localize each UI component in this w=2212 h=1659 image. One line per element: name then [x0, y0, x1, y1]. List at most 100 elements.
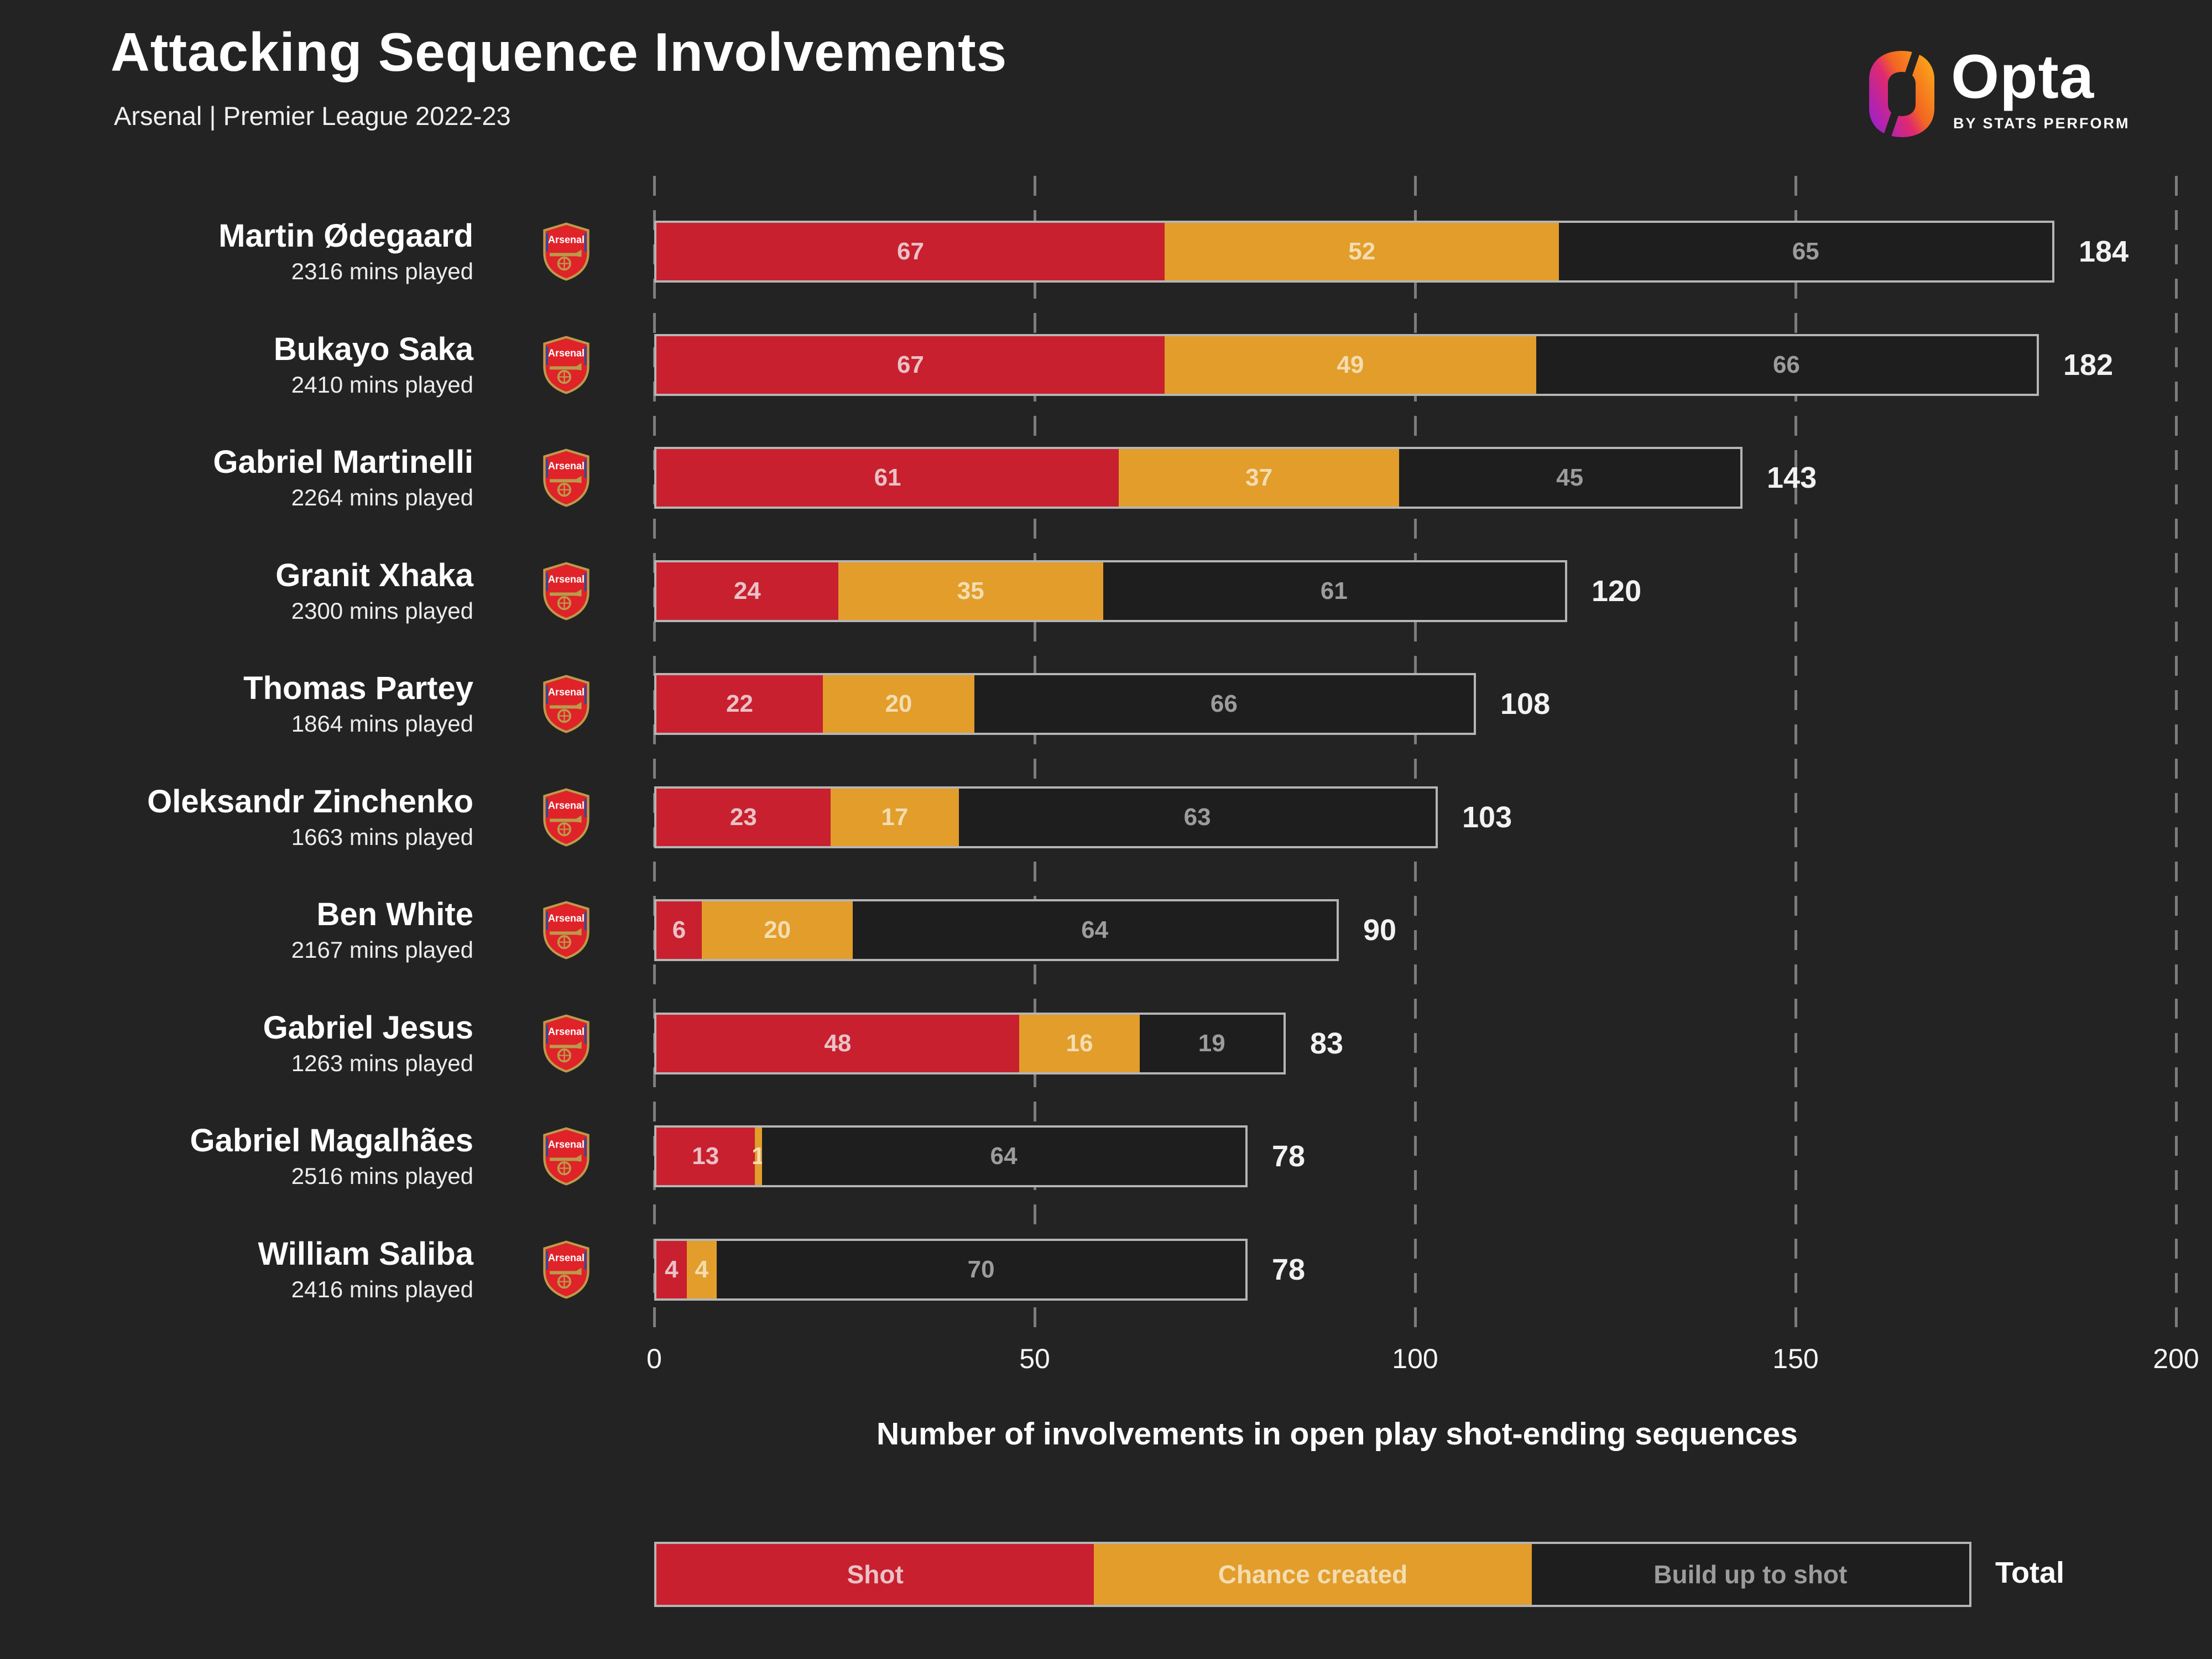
chance-created-segment: 37 — [1119, 449, 1400, 507]
opta-byline: BY STATS PERFORM — [1953, 115, 2130, 132]
stacked-bar: 4 4 70 — [654, 1239, 1248, 1301]
arsenal-crest-icon: Arsenal — [543, 1240, 589, 1299]
opta-mark-icon — [1869, 51, 1934, 137]
shot-value: 4 — [665, 1256, 679, 1283]
shot-value: 23 — [729, 804, 757, 831]
chance-created-value: 20 — [764, 916, 791, 943]
arsenal-crest-icon: Arsenal — [543, 562, 589, 620]
svg-text:Arsenal: Arsenal — [548, 912, 585, 924]
build-up-value: 61 — [1320, 577, 1348, 604]
player-minutes: 1263 mins played — [291, 1050, 473, 1077]
svg-text:Arsenal: Arsenal — [548, 1252, 585, 1263]
shot-value: 67 — [896, 351, 924, 378]
player-row: Gabriel Martinelli 2264 mins played Arse… — [0, 421, 2212, 534]
build-up-segment: 64 — [853, 901, 1337, 959]
svg-text:Arsenal: Arsenal — [548, 347, 585, 358]
build-up-value: 66 — [1210, 690, 1238, 717]
chance-created-value: 52 — [1348, 238, 1376, 265]
shot-value: 48 — [824, 1030, 852, 1057]
chance-created-value: 49 — [1337, 351, 1364, 378]
x-tick-50: 50 — [1019, 1343, 1050, 1374]
total-value: 108 — [1500, 687, 1551, 721]
player-name: Gabriel Magalhães — [190, 1122, 473, 1159]
chance-created-segment: 1 — [752, 1128, 765, 1185]
build-up-segment: 64 — [762, 1128, 1245, 1185]
total-value: 83 — [1310, 1027, 1344, 1060]
gridline-150 — [1794, 176, 1797, 1327]
player-minutes: 1864 mins played — [291, 711, 473, 737]
gridline-50 — [1034, 176, 1036, 1327]
total-value: 103 — [1462, 801, 1512, 834]
shot-segment: 67 — [656, 336, 1165, 394]
stacked-bar: 48 16 19 — [654, 1013, 1286, 1074]
chance-created-value: 4 — [695, 1256, 709, 1283]
build-up-value: 19 — [1198, 1030, 1225, 1057]
player-row: Oleksandr Zinchenko 1663 mins played Ars… — [0, 761, 2212, 874]
total-value: 78 — [1272, 1253, 1306, 1286]
player-name: Bukayo Saka — [273, 331, 473, 367]
shot-value: 22 — [726, 690, 753, 717]
player-row: Ben White 2167 mins played Arsenal 6 20 … — [0, 874, 2212, 987]
opta-wordmark: Opta — [1951, 42, 2095, 111]
player-row: Granit Xhaka 2300 mins played Arsenal 24… — [0, 535, 2212, 648]
chance-created-segment: 35 — [838, 562, 1103, 620]
chance-created-segment: 49 — [1164, 336, 1536, 394]
player-name: Gabriel Jesus — [263, 1009, 473, 1046]
chance-created-value: 35 — [957, 577, 984, 604]
chance-created-segment: 20 — [702, 901, 853, 959]
shot-segment: 4 — [656, 1241, 687, 1298]
stacked-bar: 23 17 63 — [654, 786, 1438, 848]
shot-value: 24 — [733, 577, 761, 604]
arsenal-crest-icon: Arsenal — [543, 1014, 589, 1073]
svg-text:Arsenal: Arsenal — [548, 460, 585, 471]
player-name: Thomas Partey — [243, 670, 473, 706]
player-name: Gabriel Martinelli — [213, 444, 473, 480]
build-up-segment: 66 — [974, 675, 1474, 733]
shot-value: 13 — [692, 1142, 719, 1170]
player-minutes: 2516 mins played — [291, 1163, 473, 1190]
stacked-bar: 61 37 45 — [654, 447, 1743, 509]
build-up-value: 65 — [1792, 238, 1819, 265]
stacked-bar: 6 20 64 — [654, 899, 1339, 961]
total-value: 182 — [2063, 348, 2114, 382]
legend-item-chance-created: Chance created — [1094, 1544, 1532, 1605]
arsenal-crest-icon: Arsenal — [543, 336, 589, 394]
chance-created-segment: 16 — [1019, 1015, 1140, 1072]
chance-created-value: 37 — [1245, 464, 1273, 491]
build-up-segment: 70 — [717, 1241, 1245, 1298]
player-minutes: 2264 mins played — [291, 484, 473, 511]
build-up-segment: 61 — [1103, 562, 1565, 620]
build-up-value: 64 — [1081, 916, 1109, 943]
chance-created-value: 17 — [881, 804, 909, 831]
stacked-bar: 67 49 66 — [654, 334, 2039, 396]
stacked-bar: 24 35 61 — [654, 560, 1567, 622]
gridline-200 — [2175, 176, 2178, 1327]
player-row: Gabriel Jesus 1263 mins played Arsenal 4… — [0, 987, 2212, 1100]
total-value: 78 — [1272, 1140, 1306, 1173]
chance-created-segment: 4 — [686, 1241, 717, 1298]
player-row: Bukayo Saka 2410 mins played Arsenal 67 … — [0, 309, 2212, 421]
shot-value: 6 — [672, 916, 686, 943]
chance-created-value: 20 — [885, 690, 912, 717]
shot-segment: 6 — [656, 901, 702, 959]
legend-item-shot: Shot — [656, 1544, 1094, 1605]
shot-segment: 22 — [656, 675, 823, 733]
build-up-segment: 45 — [1399, 449, 1740, 507]
legend-item-build-up-to-shot: Build up to shot — [1531, 1544, 1969, 1605]
player-row: Gabriel Magalhães 2516 mins played Arsen… — [0, 1100, 2212, 1213]
build-up-value: 66 — [1772, 351, 1800, 378]
arsenal-crest-icon: Arsenal — [543, 222, 589, 281]
gridline-100 — [1414, 176, 1417, 1327]
chance-created-segment: 20 — [823, 675, 974, 733]
build-up-value: 45 — [1556, 464, 1584, 491]
player-minutes: 1663 mins played — [291, 824, 473, 851]
page-subtitle: Arsenal | Premier League 2022-23 — [114, 101, 511, 131]
arsenal-crest-icon: Arsenal — [543, 901, 589, 959]
x-tick-100: 100 — [1392, 1343, 1438, 1374]
arsenal-crest-icon: Arsenal — [543, 675, 589, 733]
plot-gridlines — [653, 176, 2178, 1327]
build-up-value: 63 — [1183, 804, 1211, 831]
legend-bar: Shot Chance created Build up to shot — [654, 1542, 1971, 1607]
stacked-bar: 67 52 65 — [654, 221, 2054, 283]
player-minutes: 2316 mins played — [291, 258, 473, 285]
